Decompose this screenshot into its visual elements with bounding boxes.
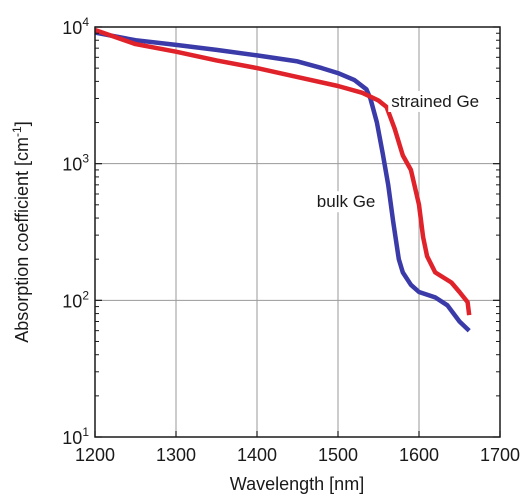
annotation-strained-ge: strained Ge xyxy=(391,92,479,111)
axis-ticks xyxy=(94,26,501,438)
plot-frame xyxy=(94,26,501,438)
y-axis-label: Absorption coefficient [cm-1] xyxy=(10,121,32,342)
x-tick-label: 1700 xyxy=(480,445,520,465)
annotation-bulk-ge: bulk Ge xyxy=(317,192,376,211)
y-axis-label-sup: -1 xyxy=(10,126,24,137)
y-tick-label: 104 xyxy=(62,15,89,38)
y-tick-label: 103 xyxy=(62,152,89,175)
y-tick-label: 102 xyxy=(62,288,89,311)
series-layer xyxy=(94,27,472,333)
x-tick-labels: 1200 1300 1400 1500 1600 1700 xyxy=(75,445,520,465)
y-axis-label-main: Absorption coefficient [cm xyxy=(12,137,32,343)
plot-background xyxy=(95,27,500,437)
annotations: strained Ge bulk Ge xyxy=(313,90,483,213)
y-axis-label-close: ] xyxy=(12,121,32,126)
x-tick-label: 1300 xyxy=(156,445,196,465)
y-tick-labels: 101 102 103 104 xyxy=(62,15,89,448)
annotation-background xyxy=(388,90,483,112)
x-tick-label: 1600 xyxy=(399,445,439,465)
series-line-bulk-ge xyxy=(94,30,471,333)
x-axis-label: Wavelength [nm] xyxy=(230,474,364,494)
annotation-background xyxy=(313,191,379,213)
x-tick-label: 1200 xyxy=(75,445,115,465)
x-tick-label: 1400 xyxy=(237,445,277,465)
x-tick-label: 1500 xyxy=(318,445,358,465)
y-tick-label: 101 xyxy=(62,425,89,448)
series-line-strained-ge xyxy=(94,27,472,316)
